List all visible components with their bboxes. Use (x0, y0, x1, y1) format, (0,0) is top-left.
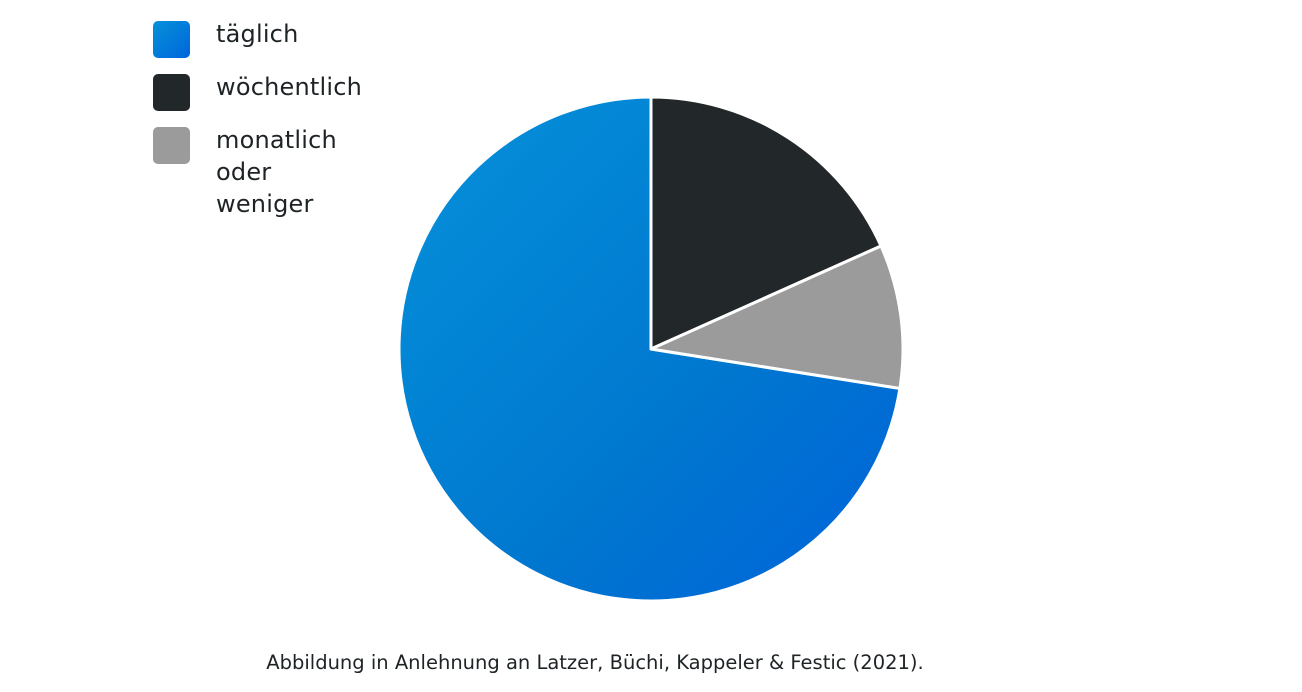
pie-slice-daily (397, 95, 902, 603)
legend-swatch-monthly (153, 127, 190, 164)
figure-caption: Abbildung in Anlehnung an Latzer, Büchi,… (266, 651, 924, 674)
legend-swatch-weekly (153, 74, 190, 111)
legend-label-weekly: wöchentlich (216, 73, 363, 101)
pie-slice-monthly (649, 244, 905, 390)
legend-label-daily: täglich (216, 20, 299, 48)
pie-slices (397, 95, 905, 603)
legend-label-monthly: monatlich oder weniger (216, 126, 337, 218)
pie-slice-weekly (649, 95, 883, 351)
legend-swatch-daily (153, 21, 190, 58)
